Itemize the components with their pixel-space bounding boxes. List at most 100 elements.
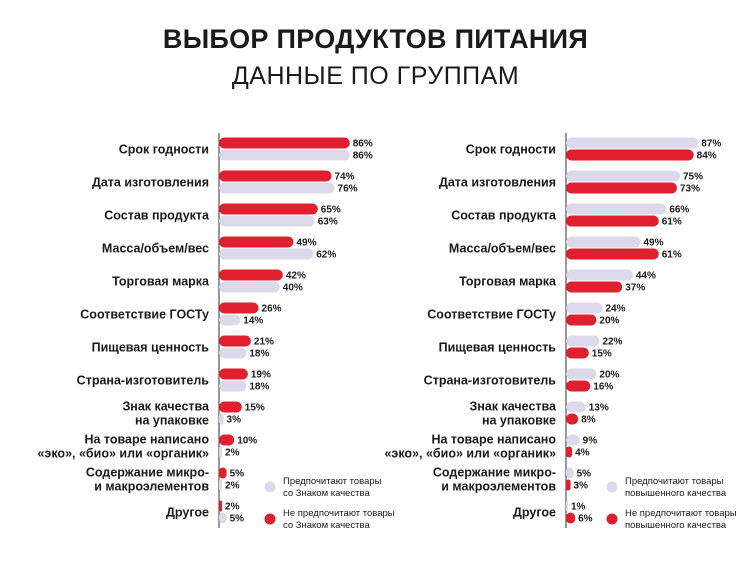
bar <box>566 248 659 260</box>
category-label: Срок годности <box>466 143 556 157</box>
data-label: 13% <box>589 403 609 414</box>
legend-marker <box>606 513 618 525</box>
data-label: 40% <box>283 283 303 294</box>
data-label: 16% <box>593 382 613 393</box>
data-label: 3% <box>227 415 242 426</box>
category-label: Дата изготовления <box>92 176 209 190</box>
bar <box>219 380 247 392</box>
bar <box>566 446 573 458</box>
category-label: Масса/объем/вес <box>102 242 209 256</box>
category-label: На товаре написано «эко», «био» или «орга… <box>37 433 209 461</box>
data-label: 22% <box>602 337 622 348</box>
data-label: 24% <box>605 304 625 315</box>
bar <box>219 446 223 458</box>
data-label: 74% <box>334 172 354 183</box>
category-label: Другое <box>166 506 209 520</box>
category-label: Соответствие ГОСТу <box>80 308 209 322</box>
bar <box>566 170 680 182</box>
data-label: 5% <box>577 469 592 480</box>
category-label: Знак качества на упаковке <box>122 400 210 428</box>
legend-label: Не предпочитают товары со Знаком качества <box>283 508 395 531</box>
category-label: Торговая марка <box>112 275 210 289</box>
data-label: 18% <box>249 382 269 393</box>
category-label: Состав продукта <box>451 209 557 223</box>
data-label: 10% <box>237 436 257 447</box>
data-label: 4% <box>575 448 590 459</box>
data-label: 76% <box>338 184 358 195</box>
category-label: Знак качества на упаковке <box>469 400 557 428</box>
bar <box>219 335 251 347</box>
bar <box>219 182 335 194</box>
data-label: 75% <box>683 172 703 183</box>
data-label: 42% <box>286 271 306 282</box>
bar <box>219 368 248 380</box>
data-label: 73% <box>680 184 700 195</box>
bar <box>566 413 579 425</box>
data-label: 61% <box>662 217 682 228</box>
data-label: 2% <box>225 448 240 459</box>
bar <box>566 215 659 227</box>
data-label: 86% <box>353 139 373 150</box>
bar <box>219 500 223 512</box>
bar <box>566 269 633 281</box>
data-label: 49% <box>296 238 316 249</box>
bar <box>219 413 224 425</box>
data-label: 20% <box>599 316 619 327</box>
data-label: 66% <box>669 205 689 216</box>
category-label: Торговая марка <box>459 275 557 289</box>
chart-title: ВЫБОР ПРОДУКТОВ ПИТАНИЯ <box>162 24 589 54</box>
category-label: Срок годности <box>119 143 209 157</box>
data-label: 15% <box>592 349 612 360</box>
data-label: 87% <box>701 139 721 150</box>
data-label: 8% <box>581 415 596 426</box>
chart-panel-1: Срок годности 86%86% Дата изготовления 74%7… <box>37 133 395 531</box>
bar <box>566 512 576 524</box>
bar <box>566 149 694 161</box>
data-label: 18% <box>249 349 269 360</box>
bar <box>566 137 699 149</box>
data-label: 6% <box>578 514 593 525</box>
data-label: 49% <box>643 238 663 249</box>
bar <box>219 467 227 479</box>
bar <box>219 269 283 281</box>
chart-subtitle: ДАННЫЕ ПО ГРУППАМ <box>231 62 520 90</box>
bar <box>219 512 227 524</box>
bar <box>219 434 235 446</box>
bar <box>219 236 294 248</box>
bar <box>566 182 677 194</box>
bar <box>219 479 223 491</box>
bar <box>219 347 247 359</box>
data-label: 63% <box>318 217 338 228</box>
data-label: 15% <box>245 403 265 414</box>
bar <box>566 347 589 359</box>
category-label: Содержание микро-и макроэлементов <box>86 466 209 494</box>
category-label: Пищевая ценность <box>439 341 557 355</box>
category-label: Соответствие ГОСТу <box>427 308 556 322</box>
bar <box>566 281 623 293</box>
data-label: 2% <box>225 502 240 513</box>
category-label: Другое <box>513 506 556 520</box>
bar <box>566 500 568 512</box>
data-label: 26% <box>262 304 282 315</box>
data-label: 9% <box>583 436 598 447</box>
data-label: 61% <box>662 250 682 261</box>
data-label: 3% <box>574 481 589 492</box>
bar <box>566 368 597 380</box>
legend-marker <box>264 513 276 525</box>
bar <box>566 479 571 491</box>
bar <box>219 215 315 227</box>
data-label: 14% <box>243 316 263 327</box>
bar <box>219 149 350 161</box>
bar <box>566 236 641 248</box>
data-label: 44% <box>636 271 656 282</box>
bar <box>219 137 350 149</box>
legend-label: Предпочитают товары повышенного качества <box>625 476 727 499</box>
data-label: 1% <box>571 502 586 513</box>
bar <box>566 434 580 446</box>
data-label: 21% <box>254 337 274 348</box>
data-label: 84% <box>697 151 717 162</box>
category-label: Страна-изготовитель <box>424 374 557 388</box>
bar <box>219 401 242 413</box>
bar <box>566 335 600 347</box>
legend-marker <box>606 481 618 493</box>
